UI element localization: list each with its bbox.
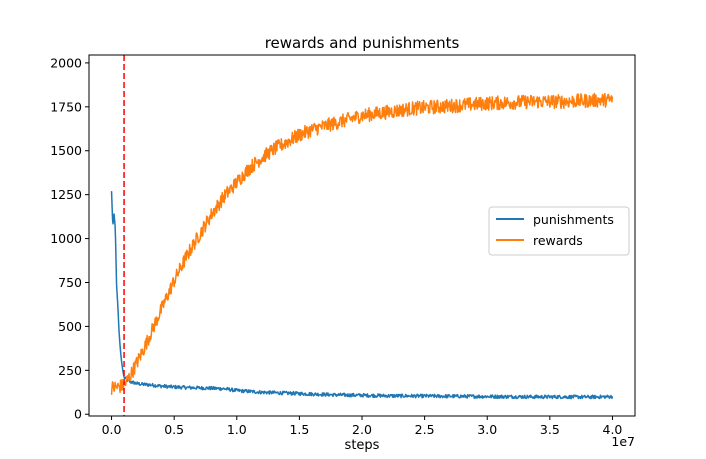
- x-tick-label: 0.5: [164, 422, 184, 437]
- chart-title: rewards and punishments: [265, 34, 460, 52]
- y-tick-label: 1250: [50, 187, 82, 202]
- legend-label-punishments: punishments: [533, 212, 614, 227]
- y-tick-label: 750: [58, 275, 82, 290]
- y-tick-label: 2000: [50, 55, 82, 70]
- x-tick-label: 2.5: [415, 422, 435, 437]
- x-tick-label: 4.0: [603, 422, 623, 437]
- series-line-punishments: [110, 191, 614, 400]
- x-axis: 0.0 0.5 1.0 1.5 2.0 2.5 3.0 3.5 4.0: [102, 416, 623, 437]
- y-tick-label: 1000: [50, 231, 82, 246]
- y-tick-label: 0: [74, 407, 82, 422]
- y-tick-label: 250: [58, 363, 82, 378]
- legend-label-rewards: rewards: [533, 233, 583, 248]
- x-tick-label: 1.5: [289, 422, 309, 437]
- x-tick-label: 3.5: [540, 422, 560, 437]
- y-tick-label: 1750: [50, 99, 82, 114]
- x-tick-label: 3.0: [477, 422, 497, 437]
- y-tick-label: 500: [58, 319, 82, 334]
- plot-area: [110, 55, 614, 416]
- x-axis-label: steps: [345, 438, 380, 453]
- y-axis: 0 250 500 750 1000 1250 1500 1750 2000: [50, 55, 89, 422]
- x-axis-offset-label: 1e7: [611, 434, 635, 449]
- x-tick-label: 2.0: [352, 422, 372, 437]
- y-tick-label: 1500: [50, 143, 82, 158]
- x-tick-label: 0.0: [102, 422, 122, 437]
- series-line-rewards: [110, 92, 614, 395]
- legend: punishments rewards: [488, 206, 630, 256]
- x-tick-label: 1.0: [227, 422, 247, 437]
